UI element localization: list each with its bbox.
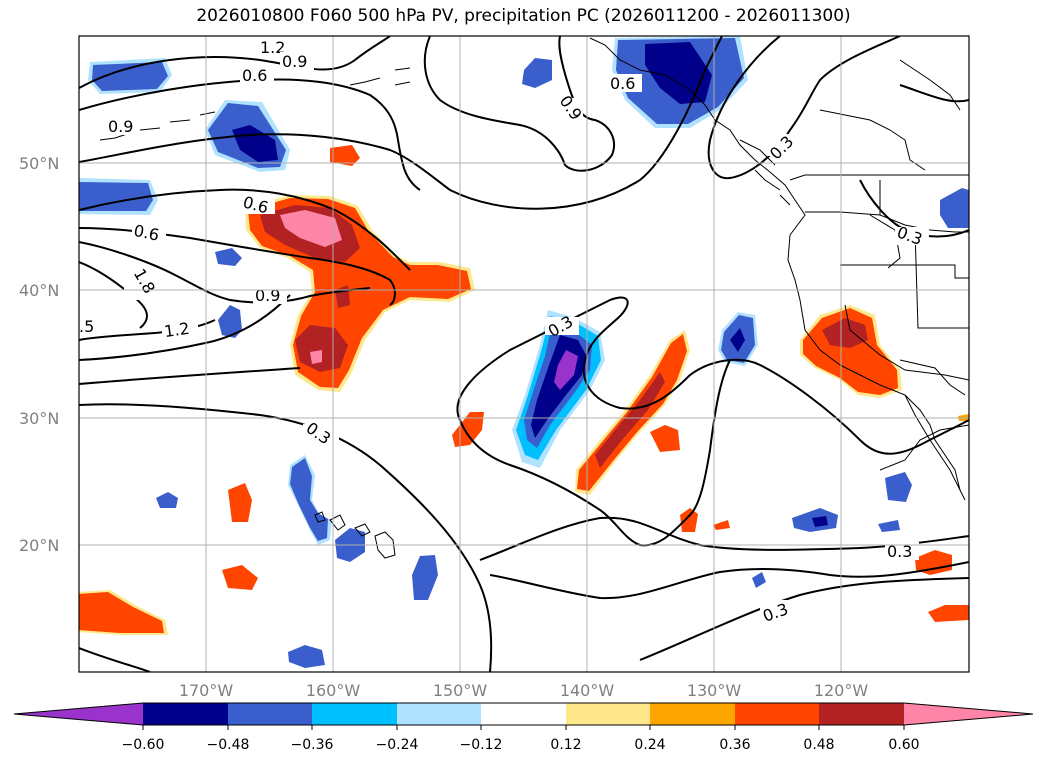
contour-label: 0.9 [282,52,307,71]
lon-label: 130°W [687,681,742,700]
colorbar-segment [143,703,228,725]
coastlines [99,37,969,559]
contour-label: 0.3 [887,542,912,561]
contour-label: 0.6 [132,221,161,245]
lon-label: 170°W [179,681,234,700]
latitude-labels: 50°N 40°N 30°N 20°N [19,154,59,555]
longitude-labels: 170°W 160°W 150°W 140°W 130°W 120°W [179,681,869,700]
precip-fills [79,36,969,668]
colorbar-tick-label: 0.12 [550,737,581,753]
colorbar-extend-low [14,703,143,725]
lon-label: 150°W [433,681,488,700]
colorbar-segment [819,703,904,725]
neg-anomaly-small3 [218,305,242,338]
lat-label: 20°N [19,536,59,555]
lat-label: 50°N [19,154,59,173]
colorbar-segment [650,703,735,725]
colorbar-segment [566,703,650,725]
hawaii-islands [329,514,396,559]
aleutians [99,67,411,141]
colorbar-tick-label: 0.60 [888,737,919,753]
contour-label: .5 [79,317,94,336]
lat-label: 40°N [19,281,59,300]
contour-label: 1.2 [163,319,191,341]
colorbar-tick-label: 0.24 [634,737,665,753]
colorbar-tick-label: −0.48 [207,737,250,753]
contour-label: 0.6 [610,74,635,93]
colorbar-tick-label: 0.36 [719,737,750,753]
colorbar-tick-label: −0.24 [376,737,419,753]
neg-anomaly-small2 [215,248,242,266]
lon-label: 120°W [814,681,869,700]
gridlines [79,36,969,672]
pos-anomaly-se2 [928,605,969,622]
colorbar-tick-label: −0.60 [122,737,165,753]
alaska-coast [589,37,966,501]
colorbar-segment [397,703,481,725]
neg-anomaly-se3 [885,472,912,502]
neg-anomaly-hawaii3 [412,555,438,600]
pos-anomaly-c3 [650,425,680,452]
colorbar-segment [312,703,397,725]
lat-label: 30°N [19,409,59,428]
colorbar-tick-label: −0.36 [291,737,334,753]
neg-anomaly-south [288,645,325,668]
pos-anomaly-w1 [228,483,252,522]
neg-anomaly-canada [940,188,969,228]
contour-label: 0.6 [242,66,267,85]
map-frame [78,35,970,673]
neg-anomaly-sw [156,492,178,508]
map-title: 2026010800 F060 500 hPa PV, precipitatio… [196,6,851,26]
colorbar-extend-high [904,703,1033,725]
lon-label: 160°W [306,681,361,700]
pos-anomaly-c4 [680,508,698,532]
contour-label: 1.2 [260,38,285,57]
pos-anomaly-c5 [713,520,730,530]
neg-anomaly-se2 [878,520,900,532]
neg-anomaly-small1 [522,58,552,88]
colorbar-tick-label: 0.48 [803,737,834,753]
pos-anomaly-small [330,145,360,166]
pos-anomaly-c2 [452,412,484,447]
pos-anomaly-se1 [915,550,952,575]
colorbar-segment [735,703,819,725]
colorbar: −0.60 −0.48 −0.36 −0.24 −0.12 0.12 0.24 … [13,702,1034,753]
colorbar-segment [228,703,312,725]
colorbar-segment [481,703,566,725]
neg-anomaly-se4 [752,572,766,588]
pos-anomaly-w2 [222,565,258,590]
contour-label: 0.9 [255,286,280,305]
lon-label: 140°W [560,681,615,700]
colorbar-tick-label: −0.12 [460,737,503,753]
contour-label: 0.9 [108,117,133,136]
